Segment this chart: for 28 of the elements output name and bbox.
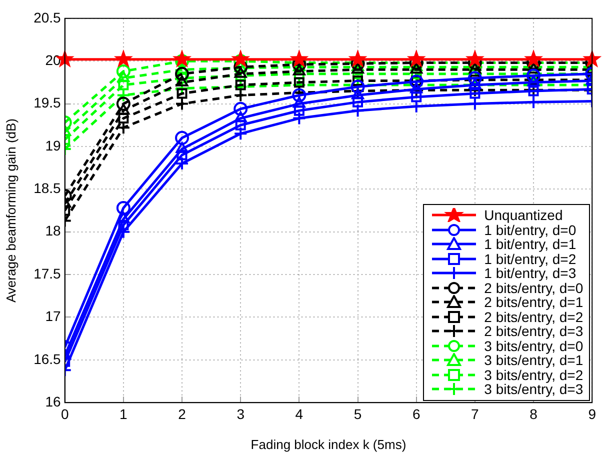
y-tick-label: 17	[45, 308, 62, 324]
legend-label: 3 bits/entry, d=2	[484, 366, 584, 383]
y-tick-label: 19	[45, 137, 62, 154]
y-tick-label: 16	[45, 393, 62, 410]
x-axis-title: Fading block index k (5ms)	[250, 436, 406, 452]
legend-label: 2 bits/entry, d=2	[484, 308, 584, 325]
legend-label: 2 bits/entry, d=0	[484, 280, 584, 296]
y-tick-label: 18.5	[34, 180, 62, 196]
y-axis-title: Average beamforming gain (dB)	[3, 118, 18, 303]
x-tick-label: 1	[120, 406, 128, 422]
x-tick-label: 3	[236, 406, 245, 422]
x-tick-label: 7	[471, 406, 480, 422]
x-tick-label: 4	[295, 406, 304, 422]
y-tick-label: 17.5	[34, 265, 62, 282]
y-tick-label: 18	[45, 222, 62, 239]
legend-label: 3 bits/entry, d=0	[484, 338, 584, 354]
y-tick-label: 20.5	[34, 9, 62, 26]
x-tick-label: 6	[412, 406, 420, 422]
legend-label: 1 bit/entry, d=0	[484, 222, 576, 238]
legend-label: Unquantized	[484, 207, 563, 224]
x-tick-label: 2	[178, 406, 186, 422]
legend-label: 1 bit/entry, d=2	[484, 250, 576, 267]
y-tick-label: 19.5	[34, 94, 62, 111]
y-tick-label: 16.5	[34, 350, 62, 367]
x-tick-label: 0	[60, 406, 69, 422]
x-tick-label: 5	[354, 406, 362, 422]
x-tick-label: 8	[530, 406, 538, 422]
x-tick-label: 9	[588, 406, 596, 422]
